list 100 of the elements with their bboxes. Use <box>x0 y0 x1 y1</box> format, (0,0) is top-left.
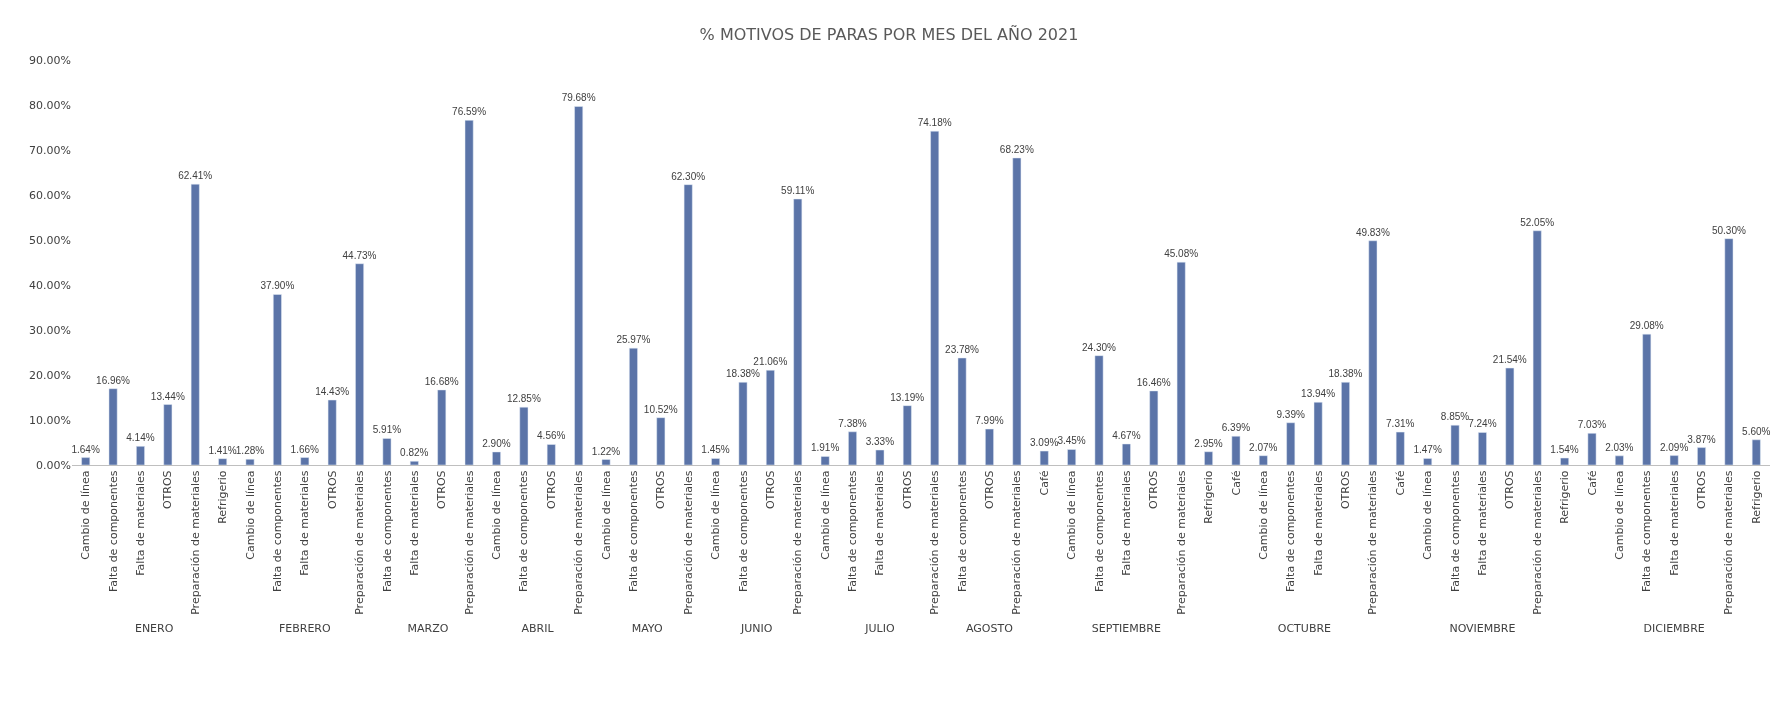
bar <box>1122 443 1131 465</box>
data-label: 7.31% <box>1386 418 1415 430</box>
x-tick-label: Preparación de materiales <box>928 470 942 615</box>
data-label: 10.52% <box>643 403 678 415</box>
bar <box>875 449 885 465</box>
data-label: 1.22% <box>591 445 621 457</box>
bar <box>820 456 830 465</box>
data-label: 2.07% <box>1249 441 1278 453</box>
bar <box>902 405 912 465</box>
data-label: 76.59% <box>452 106 487 118</box>
y-tick-label: 60.00% <box>29 188 71 202</box>
bar <box>848 431 857 465</box>
data-label: 1.47% <box>1413 444 1442 456</box>
bar <box>793 198 803 465</box>
bar <box>464 120 474 465</box>
x-tick-label: Falta de componentes <box>517 470 531 593</box>
bar <box>683 184 693 465</box>
data-label: 45.08% <box>1164 248 1199 260</box>
bar <box>930 130 940 465</box>
data-label: 52.05% <box>1520 216 1555 228</box>
data-label: 13.44% <box>150 390 185 402</box>
x-tick-label: Preparación de materiales <box>1366 470 1380 615</box>
x-tick-label: Falta de componentes <box>270 470 284 593</box>
x-tick-label: OTROS <box>983 470 997 510</box>
data-label: 3.09% <box>1030 437 1059 449</box>
bar <box>1176 261 1186 465</box>
data-label: 62.41% <box>178 170 213 182</box>
data-label: 16.68% <box>424 375 459 387</box>
bar <box>546 444 556 465</box>
x-tick-label: OTROS <box>544 470 558 510</box>
bar <box>1450 424 1460 465</box>
x-tick-label: Cambio de línea <box>490 470 504 560</box>
data-label: 7.24% <box>1468 418 1497 430</box>
bar <box>1395 431 1405 465</box>
data-label: 7.03% <box>1577 419 1607 431</box>
bar <box>1204 451 1213 465</box>
bar <box>1039 450 1049 465</box>
x-tick-label: Cambio de línea <box>599 470 613 560</box>
data-label: 6.39% <box>1221 422 1251 434</box>
data-label: 18.38% <box>725 368 760 380</box>
data-label: 3.45% <box>1057 435 1086 447</box>
bar <box>1478 432 1487 465</box>
y-tick-label: 40.00% <box>29 278 71 292</box>
data-label: 3.33% <box>865 436 895 448</box>
x-tick-label: OTROS <box>1695 470 1709 510</box>
x-tick-label: Cambio de línea <box>1612 470 1626 560</box>
bar <box>190 183 200 465</box>
x-tick-label: Refrigerio <box>1749 470 1763 524</box>
x-tick-label: Falta de materiales <box>1311 470 1325 576</box>
bar <box>1231 436 1241 465</box>
bar <box>1505 367 1515 465</box>
bar <box>1724 238 1734 465</box>
x-tick-label: Refrigerio <box>1202 470 1216 524</box>
x-tick-label: Falta de materiales <box>1667 470 1681 576</box>
bar <box>382 438 392 465</box>
x-tick-label: Cambio de línea <box>79 470 93 560</box>
bar <box>519 406 529 465</box>
x-tick-label: Falta de componentes <box>846 470 860 593</box>
x-tick-label: Preparación de materiales <box>572 470 586 615</box>
data-label: 18.38% <box>1328 368 1363 380</box>
x-tick-label: Preparación de materiales <box>681 470 695 615</box>
bar <box>1642 333 1652 465</box>
data-label: 7.38% <box>838 417 867 429</box>
x-tick-label: Café <box>1393 470 1407 496</box>
data-label: 25.97% <box>616 334 651 346</box>
bar <box>1697 447 1706 465</box>
bar <box>409 461 419 465</box>
x-axis-title: ABRIL <box>521 622 555 636</box>
y-tick-label: 0.00% <box>36 458 71 472</box>
x-tick-label: Preparación de materiales <box>188 470 202 615</box>
data-label: 44.73% <box>342 249 377 261</box>
x-tick-label: OTROS <box>1339 470 1353 510</box>
bar <box>1258 455 1268 465</box>
data-label: 68.23% <box>999 143 1034 155</box>
data-label: 13.19% <box>890 391 925 403</box>
y-tick-label: 80.00% <box>29 98 71 112</box>
x-tick-label: Preparación de materiales <box>1174 470 1188 615</box>
x-tick-label: Cambio de línea <box>243 470 257 560</box>
x-axis-title: JUNIO <box>739 622 773 636</box>
x-tick-label: Falta de materiales <box>1119 470 1133 576</box>
x-axis-title: JULIO <box>864 622 895 636</box>
data-label: 4.67% <box>1112 429 1141 441</box>
bar <box>1341 382 1350 465</box>
data-label: 24.30% <box>1082 341 1117 353</box>
bar <box>711 458 720 465</box>
bar <box>1669 455 1679 465</box>
data-label: 12.85% <box>506 393 541 405</box>
x-axis-title: ENERO <box>134 622 174 636</box>
y-tick-label: 70.00% <box>29 143 71 157</box>
x-tick-label: Café <box>1585 470 1599 496</box>
x-axis-title: NOVIEMBRE <box>1449 622 1516 636</box>
data-label: 7.99% <box>975 415 1004 427</box>
x-tick-label: Cambio de línea <box>709 470 723 560</box>
bar <box>218 458 227 465</box>
bar <box>1094 355 1104 465</box>
bar <box>1751 439 1761 465</box>
bar <box>1423 458 1433 465</box>
data-label: 2.03% <box>1605 441 1634 453</box>
x-tick-label: Café <box>1037 470 1051 496</box>
bar <box>1313 402 1323 465</box>
